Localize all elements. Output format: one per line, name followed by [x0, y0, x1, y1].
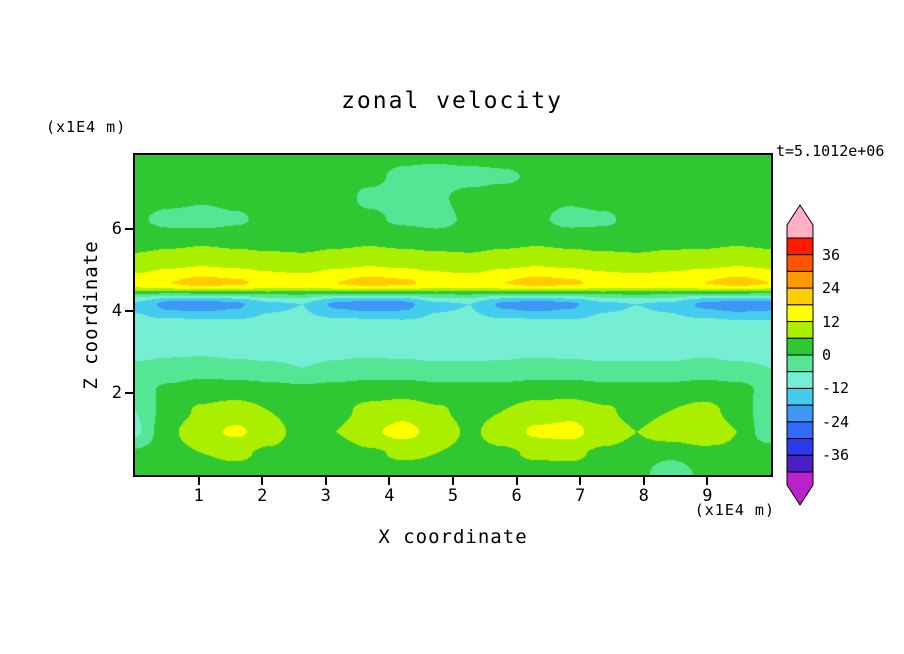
- colorbar-band: [786, 254, 814, 272]
- colorbar-band: [786, 371, 814, 389]
- x-tick-mark: [452, 477, 454, 485]
- x-tick-mark: [197, 477, 200, 485]
- colorbar: [786, 204, 814, 510]
- x-tick-label: 5: [447, 486, 459, 506]
- colorbar-tick-label: -24: [822, 412, 850, 431]
- colorbar-tick-label: 24: [822, 279, 841, 298]
- y-axis-unit-label: (x1E4 m): [46, 118, 127, 136]
- y-tick-mark: [125, 391, 133, 394]
- y-tick-mark: [125, 227, 133, 230]
- colorbar-band: [786, 438, 814, 456]
- x-tick-mark: [261, 477, 264, 485]
- colorbar-tick-label: 0: [822, 346, 832, 364]
- contour-canvas: [135, 155, 771, 475]
- x-tick-mark: [515, 477, 518, 485]
- x-tick-label: 8: [638, 486, 649, 506]
- colorbar-tick-label: 36: [822, 245, 841, 264]
- colorbar-svg: [786, 204, 814, 506]
- x-axis-unit-label: (x1E4 m): [694, 501, 775, 519]
- colorbar-tick-label: -12: [822, 379, 850, 398]
- x-tick-label: 3: [320, 486, 331, 506]
- colorbar-band: [786, 287, 814, 306]
- colorbar-under-arrow: [786, 471, 814, 506]
- colorbar-over-arrow: [786, 204, 814, 239]
- x-tick-label: 1: [193, 486, 204, 506]
- colorbar-band: [786, 404, 814, 423]
- plot-area: [133, 153, 773, 477]
- x-tick-label: 6: [511, 486, 522, 506]
- y-tick-label: 4: [111, 300, 122, 321]
- colorbar-tick-label: -36: [822, 446, 850, 465]
- colorbar-band: [786, 354, 814, 373]
- colorbar-tick-label: 12: [822, 312, 841, 331]
- x-tick-label: 9: [702, 486, 713, 506]
- x-axis-label: X coordinate: [378, 526, 528, 548]
- x-tick-mark: [324, 477, 327, 485]
- plot-title: zonal velocity: [341, 88, 563, 114]
- colorbar-band: [786, 270, 814, 289]
- y-tick-label: 2: [111, 382, 122, 403]
- colorbar-band: [786, 337, 814, 356]
- timestamp-label: t=5.1012e+06: [776, 142, 885, 160]
- y-tick-mark: [125, 309, 133, 312]
- colorbar-band: [786, 454, 814, 473]
- colorbar-band: [786, 304, 814, 323]
- x-tick-mark: [642, 477, 645, 485]
- colorbar-band: [786, 321, 814, 339]
- colorbar-band: [786, 421, 814, 440]
- x-tick-label: 4: [384, 486, 395, 506]
- x-tick-label: 7: [575, 486, 586, 506]
- y-tick-label: 6: [111, 218, 122, 239]
- colorbar-band: [786, 387, 814, 406]
- x-tick-mark: [579, 477, 582, 485]
- colorbar-band: [786, 237, 814, 256]
- x-tick-label: 2: [257, 486, 268, 506]
- x-tick-mark: [388, 477, 391, 485]
- x-tick-mark: [706, 477, 709, 485]
